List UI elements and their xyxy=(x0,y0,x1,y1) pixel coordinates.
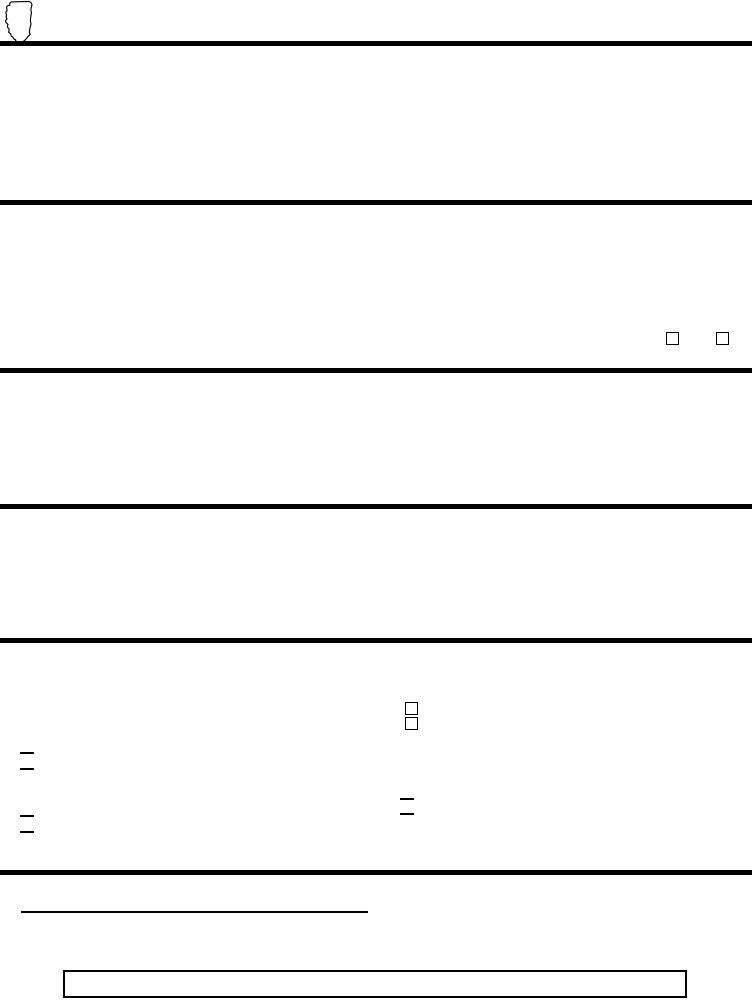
bottom-entry-box[interactable] xyxy=(63,970,687,998)
blank-dash-mark xyxy=(20,768,34,770)
blank-dash-mark xyxy=(20,815,34,817)
checkbox-section2-option2[interactable] xyxy=(716,332,729,345)
blank-dash-mark xyxy=(400,798,414,800)
blank-dash-mark xyxy=(20,752,34,754)
checkbox-section5-option2[interactable] xyxy=(405,717,418,730)
section-divider-bar-6 xyxy=(0,870,752,875)
section-divider-bar-4 xyxy=(0,504,752,509)
section-divider-bar-5 xyxy=(0,638,752,643)
heading-underline xyxy=(21,911,368,913)
checkbox-section2-option1[interactable] xyxy=(666,332,679,345)
blank-dash-mark xyxy=(400,813,414,815)
section-divider-bar-2 xyxy=(0,200,752,205)
blank-dash-mark xyxy=(20,831,34,833)
checkbox-section5-option1[interactable] xyxy=(405,702,418,715)
illinois-state-outline-icon xyxy=(2,0,38,46)
section-divider-bar-1 xyxy=(0,41,752,46)
section-divider-bar-3 xyxy=(0,368,752,373)
